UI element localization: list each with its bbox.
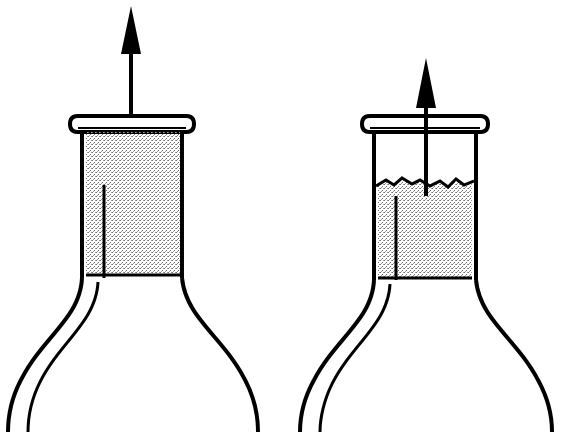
left-bottle-lip	[67, 114, 197, 134]
right-shoulder-left-inner	[318, 283, 392, 432]
left-shoulder-left-inner	[26, 281, 100, 432]
right-plug	[378, 178, 472, 278]
left-plug	[86, 132, 180, 275]
left-bottle	[6, 6, 260, 432]
right-shoulder-left-outer	[298, 279, 376, 432]
left-shoulder-left-outer	[6, 277, 84, 432]
left-shoulder-right-outer	[180, 277, 260, 432]
right-bottle	[298, 58, 554, 432]
right-arrow-head	[416, 58, 436, 108]
right-shoulder-right-outer	[474, 279, 554, 432]
left-arrow-head	[121, 6, 141, 54]
